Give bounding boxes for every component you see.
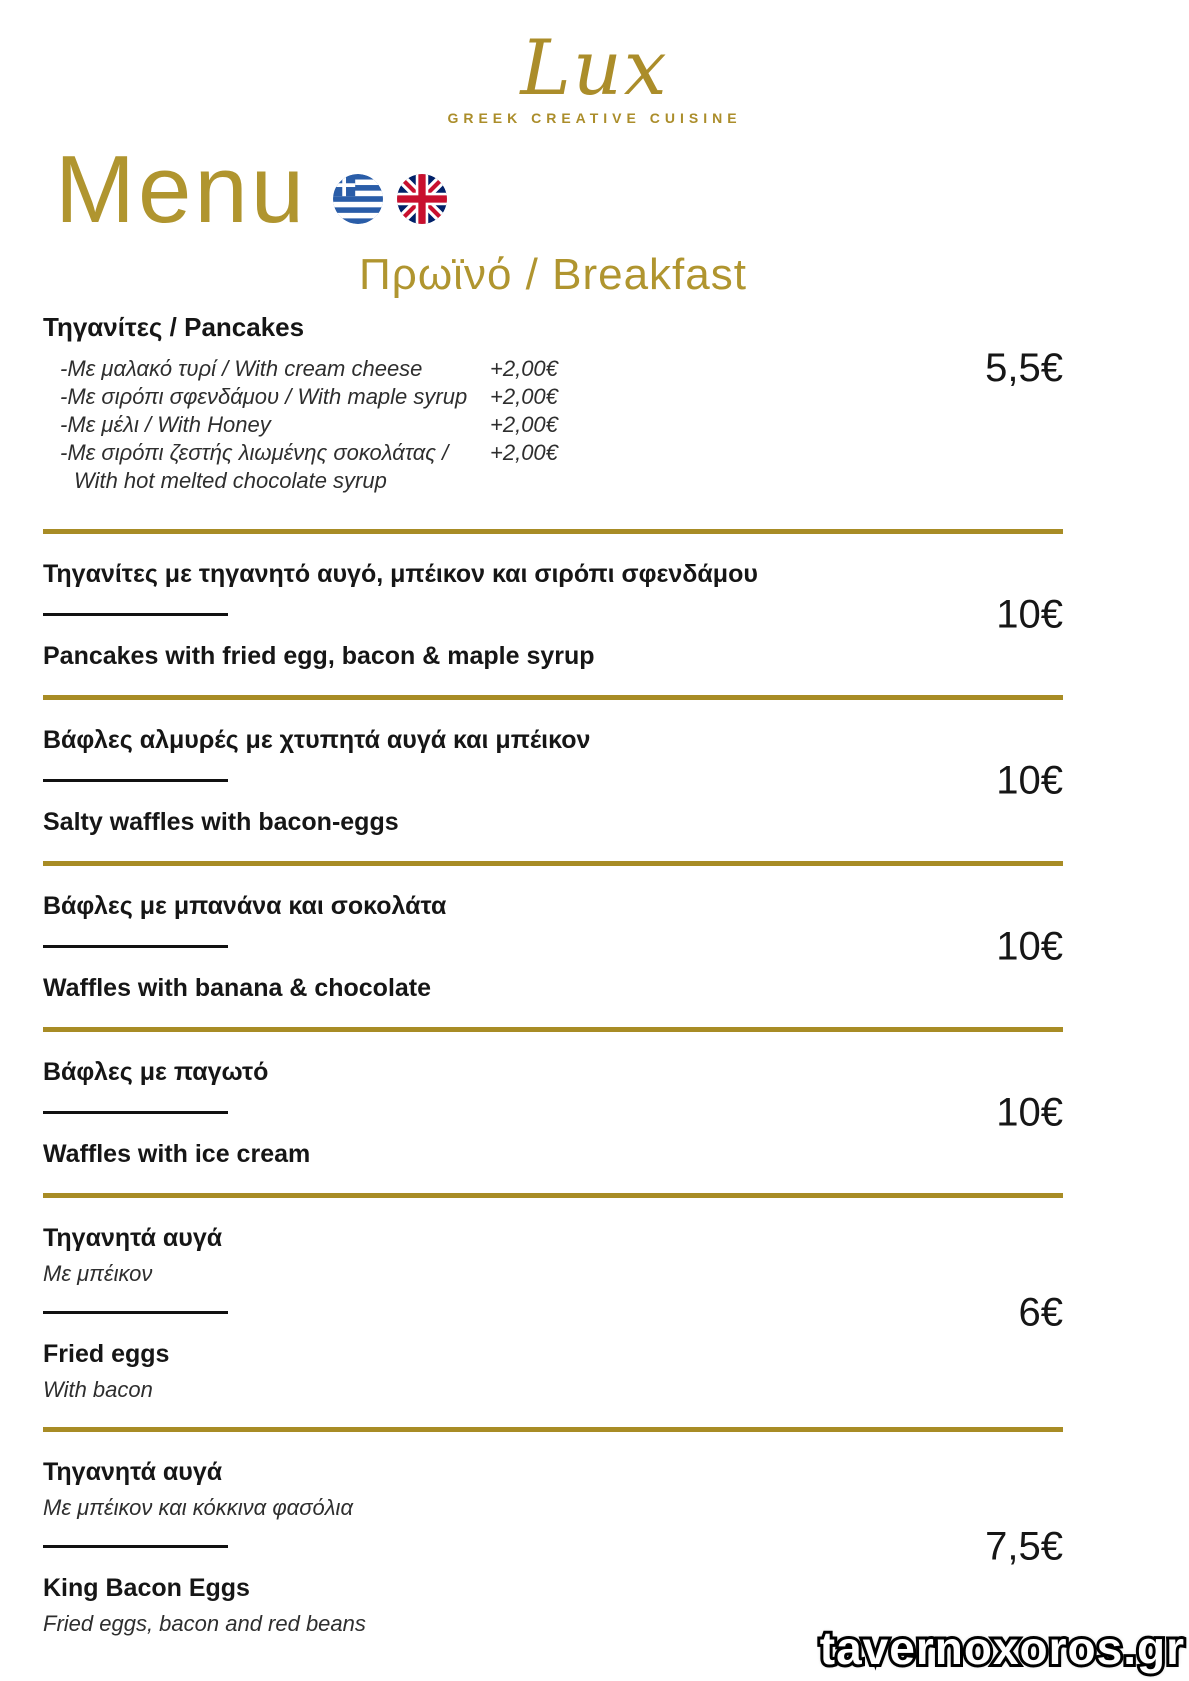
- item-title-english: Fried eggs: [43, 1340, 170, 1368]
- item-title-greek: Τηγανητά αυγά: [43, 1458, 223, 1486]
- item-price: 10€: [996, 592, 1063, 636]
- gold-divider: [43, 695, 1063, 700]
- item-title-english: Pancakes with fried egg, bacon & maple s…: [43, 642, 595, 670]
- option-row: -Με μέλι / With Honey +2,00€: [60, 411, 1063, 439]
- separator-line: [43, 1311, 228, 1314]
- item-title-greek: Βάφλες με μπανάνα και σοκολάτα: [43, 892, 447, 920]
- brand-logo-text: Lux: [520, 23, 669, 112]
- separator-line: [43, 945, 228, 948]
- separator-line: [43, 779, 228, 782]
- option-price: [490, 467, 1063, 495]
- item-title-english: Waffles with banana & chocolate: [43, 974, 432, 1002]
- item-price: 7,5€: [985, 1524, 1063, 1568]
- menu-item-pancakes-egg-bacon: Τηγανίτες με τηγανητό αυγό, μπέικον και …: [43, 534, 1063, 695]
- gold-divider: [43, 1427, 1063, 1432]
- option-price: +2,00€: [490, 412, 558, 437]
- item-subtitle-english: With bacon: [43, 1377, 153, 1402]
- menu-content: Τηγανίτες / Pancakes -Με μαλακό τυρί / W…: [43, 312, 1063, 1661]
- item-title-greek: Τηγανητά αυγά: [43, 1224, 223, 1252]
- language-flags: [333, 174, 448, 224]
- item-title-english: Salty waffles with bacon-eggs: [43, 808, 399, 836]
- gold-divider: [43, 529, 1063, 534]
- separator-line: [43, 613, 228, 616]
- watermark: tavernoxoros.gr: [817, 1619, 1187, 1677]
- menu-item-salty-waffles: Βάφλες αλμυρές με χτυπητά αυγά και μπέικ…: [43, 700, 1063, 861]
- item-title-greek: Τηγανίτες με τηγανητό αυγό, μπέικον και …: [43, 560, 758, 588]
- option-label: With hot melted chocolate syrup: [74, 468, 387, 493]
- option-label: -Με σιρόπι σφενδάμου / With maple syrup: [60, 384, 468, 409]
- option-label: -Με μέλι / With Honey: [60, 412, 271, 437]
- item-price: 10€: [996, 924, 1063, 968]
- item-title-english: King Bacon Eggs: [43, 1574, 250, 1602]
- menu-item-pancakes: Τηγανίτες / Pancakes -Με μαλακό τυρί / W…: [43, 312, 1063, 529]
- greek-flag-icon: [333, 174, 384, 224]
- brand-logo-subtitle: GREEK CREATIVE CUISINE: [447, 109, 742, 126]
- item-price: 10€: [996, 1090, 1063, 1134]
- item-price: 10€: [996, 758, 1063, 802]
- item-price: 6€: [1018, 1290, 1064, 1334]
- item-price: 5,5€: [985, 346, 1063, 390]
- option-label: -Με μαλακό τυρί / With cream cheese: [60, 356, 423, 381]
- section-title: Πρωϊνό / Breakfast: [359, 250, 747, 299]
- brand-logo: Lux GREEK CREATIVE CUISINE: [0, 28, 1189, 126]
- option-price: +2,00€: [490, 440, 558, 465]
- option-row: With hot melted chocolate syrup: [60, 467, 1063, 495]
- menu-header: Menu: [55, 136, 448, 243]
- page-title: Menu: [55, 136, 308, 243]
- item-options: -Με μαλακό τυρί / With cream cheese +2,0…: [60, 355, 1063, 495]
- option-price: +2,00€: [490, 384, 558, 409]
- option-row: -Με σιρόπι σφενδάμου / With maple syrup …: [60, 383, 1063, 411]
- option-label: -Με σιρόπι ζεστής λιωμένης σοκολάτας /: [60, 440, 449, 465]
- separator-line: [43, 1545, 228, 1548]
- menu-item-waffles-icecream: Βάφλες με παγωτό Waffles with ice cream …: [43, 1032, 1063, 1193]
- option-row: -Με σιρόπι ζεστής λιωμένης σοκολάτας / +…: [60, 439, 1063, 467]
- menu-item-waffles-banana: Βάφλες με μπανάνα και σοκολάτα Waffles w…: [43, 866, 1063, 1027]
- gold-divider: [43, 1193, 1063, 1198]
- item-subtitle-english: Fried eggs, bacon and red beans: [43, 1611, 366, 1636]
- item-subtitle-greek: Με μπέικον και κόκκινα φασόλια: [43, 1495, 353, 1520]
- option-price: +2,00€: [490, 356, 558, 381]
- menu-item-fried-eggs: Τηγανητά αυγά Με μπέικον Fried eggs With…: [43, 1198, 1063, 1427]
- item-subtitle-greek: Με μπέικον: [43, 1261, 153, 1286]
- option-row: -Με μαλακό τυρί / With cream cheese +2,0…: [60, 355, 1063, 383]
- uk-flag-icon: [397, 174, 448, 224]
- gold-divider: [43, 861, 1063, 866]
- item-title-english: Waffles with ice cream: [43, 1140, 311, 1168]
- item-title-greek: Βάφλες αλμυρές με χτυπητά αυγά και μπέικ…: [43, 726, 591, 754]
- gold-divider: [43, 1027, 1063, 1032]
- separator-line: [43, 1111, 228, 1114]
- menu-item-king-bacon-eggs: Τηγανητά αυγά Με μπέικον και κόκκινα φασ…: [43, 1432, 1063, 1661]
- item-title: Τηγανίτες / Pancakes: [43, 312, 305, 342]
- item-title-greek: Βάφλες με παγωτό: [43, 1058, 269, 1086]
